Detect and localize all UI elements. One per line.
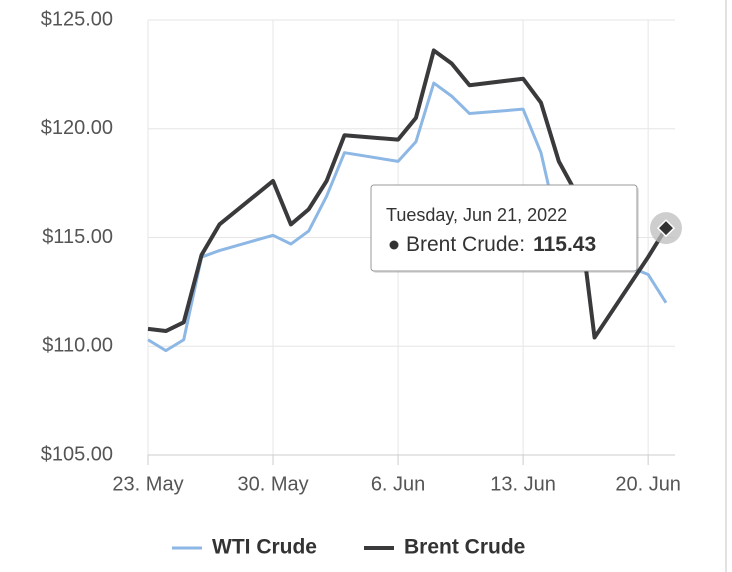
tooltip-date: Tuesday, Jun 21, 2022 xyxy=(386,205,567,225)
tooltip-line: Brent Crude: 115.43 xyxy=(406,233,596,256)
x-tick-label: 23. May xyxy=(112,473,183,495)
legend: WTI Crude Brent Crude xyxy=(172,536,525,559)
tooltip-label: Brent Crude: xyxy=(406,233,525,256)
grid: $105.00 $110.00 $115.00 $120.00 $125.00 23. M… xyxy=(41,8,681,495)
x-tick-label: 13. Jun xyxy=(490,473,556,495)
tooltip: Tuesday, Jun 21, 2022 Brent Crude: 115.43 xyxy=(370,184,682,273)
series-line xyxy=(147,48,668,340)
tooltip-value: 115.43 xyxy=(533,233,596,256)
x-tick-label: 20. Jun xyxy=(615,473,681,495)
legend-label: WTI Crude xyxy=(212,536,317,559)
y-tick-label: $105.00 xyxy=(41,443,113,465)
x-tick-label: 6. Jun xyxy=(371,473,425,495)
y-tick-label: $115.00 xyxy=(42,226,113,248)
y-tick-label: $125.00 xyxy=(41,8,113,30)
legend-label: Brent Crude xyxy=(404,536,525,559)
x-tick-label: 30. May xyxy=(237,473,308,495)
y-tick-label: $120.00 xyxy=(41,117,113,139)
tooltip-box xyxy=(370,184,638,272)
tooltip-bullet xyxy=(389,240,399,250)
hover-marker xyxy=(656,219,676,238)
y-tick-label: $110.00 xyxy=(42,335,113,357)
